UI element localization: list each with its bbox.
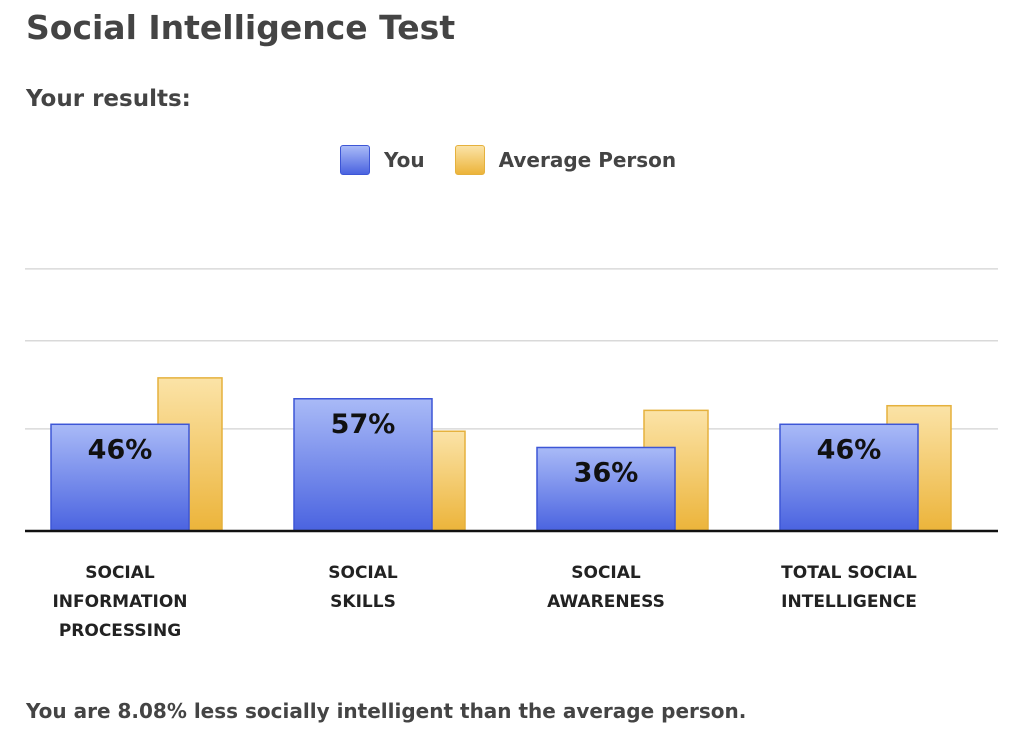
bar-value-label-2: 57% — [331, 409, 396, 440]
legend-label-average: Average Person — [498, 148, 677, 172]
results-subtitle: Your results: — [26, 86, 191, 112]
chart-legend: You Average Person — [340, 145, 706, 175]
result-summary: You are 8.08% less socially intelligent … — [26, 699, 747, 723]
bar-you-4 — [779, 423, 919, 532]
legend-swatch-average — [454, 145, 485, 175]
legend-item-you: You — [340, 145, 425, 175]
bar-you-2 — [293, 398, 433, 532]
chart-category-labels: SOCIAL INFORMATION PROCESSING SOCIAL SKILLS S… — [52, 563, 917, 641]
bar-value-label-3: 36% — [574, 457, 639, 488]
legend-swatch-you — [340, 145, 370, 175]
category-label-2: SOCIAL SKILLS — [328, 563, 398, 612]
legend-label-you: You — [384, 148, 425, 172]
legend-item-average: Average Person — [454, 145, 677, 175]
chart-bars: 46% 57% 36% 46% — [50, 377, 952, 532]
bar-value-label-1: 46% — [88, 434, 153, 465]
page-title: Social Intelligence Test — [26, 8, 456, 47]
results-bar-chart: 46% 57% 36% 46% SOCIAL INFORMATION PROCESSING… — [25, 268, 998, 641]
bar-you-1 — [50, 423, 190, 532]
category-label-4: TOTAL SOCIAL INTELLIGENCE — [781, 563, 917, 612]
category-label-3: SOCIAL AWARENESS — [547, 563, 665, 612]
category-label-1: SOCIAL INFORMATION PROCESSING — [52, 563, 187, 641]
bar-value-label-4: 46% — [817, 434, 882, 465]
